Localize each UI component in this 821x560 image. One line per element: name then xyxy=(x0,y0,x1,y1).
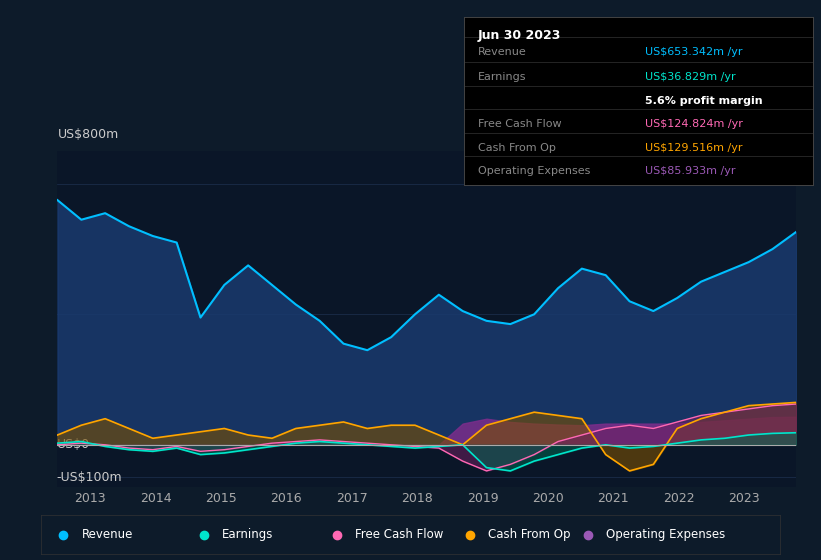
Text: Cash From Op: Cash From Op xyxy=(488,528,571,542)
Text: Free Cash Flow: Free Cash Flow xyxy=(478,119,562,129)
Text: US$800m: US$800m xyxy=(57,128,119,141)
Text: US$124.824m /yr: US$124.824m /yr xyxy=(645,119,743,129)
Text: Revenue: Revenue xyxy=(82,528,133,542)
Text: Operating Expenses: Operating Expenses xyxy=(478,166,590,176)
Text: Earnings: Earnings xyxy=(222,528,273,542)
Text: US$0: US$0 xyxy=(57,438,89,451)
Text: US$129.516m /yr: US$129.516m /yr xyxy=(645,143,743,153)
Text: Earnings: Earnings xyxy=(478,72,526,82)
Text: Operating Expenses: Operating Expenses xyxy=(606,528,726,542)
Text: Revenue: Revenue xyxy=(478,47,526,57)
Text: Cash From Op: Cash From Op xyxy=(478,143,556,153)
Text: US$36.829m /yr: US$36.829m /yr xyxy=(645,72,736,82)
Text: US$653.342m /yr: US$653.342m /yr xyxy=(645,47,743,57)
Text: Free Cash Flow: Free Cash Flow xyxy=(355,528,443,542)
Text: US$85.933m /yr: US$85.933m /yr xyxy=(645,166,736,176)
Text: 5.6% profit margin: 5.6% profit margin xyxy=(645,96,763,106)
Text: Jun 30 2023: Jun 30 2023 xyxy=(478,29,562,41)
Text: -US$100m: -US$100m xyxy=(57,471,122,484)
